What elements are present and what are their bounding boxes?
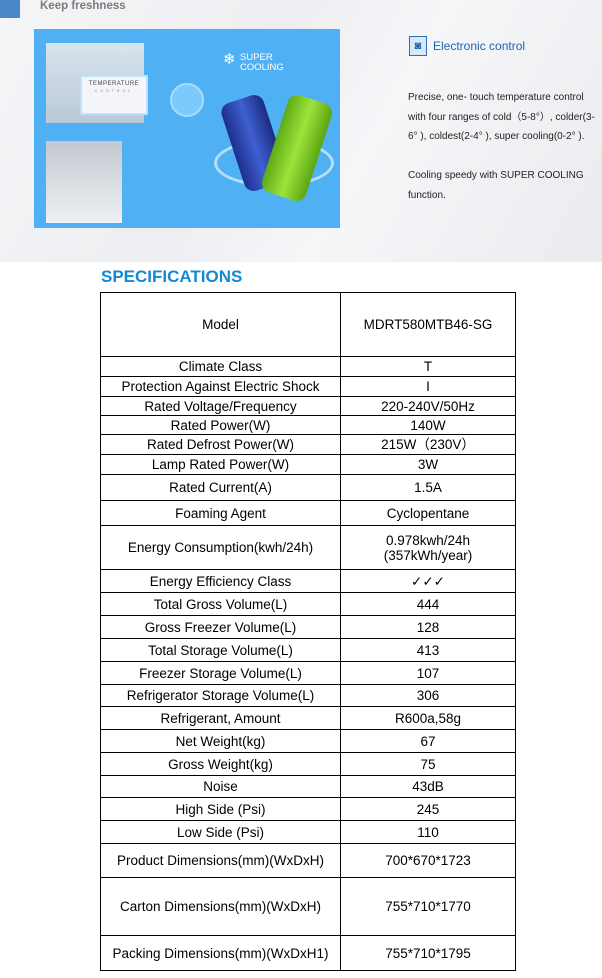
- spec-label: Total Gross Volume(L): [100, 592, 341, 616]
- table-row: High Side (Psi) 245: [100, 797, 516, 821]
- spec-value: 755*710*1770: [340, 877, 516, 936]
- description-paragraph: Cooling speedy with SUPER COOLING functi…: [408, 170, 584, 201]
- spec-value: Cyclopentane: [340, 500, 516, 526]
- badge-line: SUPER: [240, 52, 273, 63]
- spec-value: 3W: [340, 454, 516, 475]
- fridge-door-image: [46, 141, 122, 223]
- spec-label: Rated Defrost Power(W): [100, 434, 341, 455]
- spec-value: 1.5A: [340, 474, 516, 501]
- spec-label: Carton Dimensions(mm)(WxDxH): [100, 877, 341, 936]
- table-row: Refrigerant, Amount R600a,58g: [100, 706, 516, 730]
- table-row: Total Gross Volume(L) 444: [100, 592, 516, 616]
- spec-value: R600a,58g: [340, 706, 516, 730]
- section-marker: [0, 0, 20, 18]
- section-title: Keep freshness: [40, 0, 126, 12]
- table-row: Refrigerator Storage Volume(L) 306: [100, 684, 516, 707]
- description-paragraph: Precise, one- touch temperature control …: [408, 92, 595, 142]
- spec-value: 43dB: [340, 775, 516, 798]
- spec-label: Packing Dimensions(mm)(WxDxH1): [100, 935, 341, 971]
- spec-value: ✓✓✓: [340, 569, 516, 593]
- spec-value: 755*710*1795: [340, 935, 516, 971]
- panel-subtitle: CONTROL: [94, 89, 134, 93]
- table-row: Energy Efficiency Class ✓✓✓: [100, 569, 516, 593]
- spec-value: T: [340, 356, 516, 377]
- spec-value: 215W（230V）: [340, 434, 516, 455]
- spec-value: 107: [340, 661, 516, 685]
- feature-heading: ◙ Electronic control: [409, 36, 525, 56]
- spec-label: Climate Class: [100, 356, 341, 377]
- spec-label: Gross Freezer Volume(L): [100, 615, 341, 639]
- spec-label: Model: [100, 292, 341, 357]
- spec-label: Energy Consumption(kwh/24h): [100, 525, 341, 570]
- spec-value: 700*670*1723: [340, 843, 516, 878]
- table-row: Gross Weight(kg) 75: [100, 752, 516, 776]
- table-row: Foaming Agent Cyclopentane: [100, 500, 516, 526]
- spec-value: 220-240V/50Hz: [340, 396, 516, 416]
- temperature-panel: TEMPERATURE CONTROL: [80, 75, 148, 115]
- table-row: Total Storage Volume(L) 413: [100, 638, 516, 662]
- spec-label: Rated Voltage/Frequency: [100, 396, 341, 416]
- spec-value: 0.978kwh/24h (357kWh/year): [340, 525, 516, 570]
- spec-value: 140W: [340, 415, 516, 435]
- table-row: Freezer Storage Volume(L) 107: [100, 661, 516, 685]
- specifications-title: SPECIFICATIONS: [101, 267, 243, 286]
- table-row: Lamp Rated Power(W) 3W: [100, 454, 516, 475]
- spec-value: 306: [340, 684, 516, 707]
- table-row: Product Dimensions(mm)(WxDxH) 700*670*172…: [100, 843, 516, 878]
- spec-label: Noise: [100, 775, 341, 798]
- feature-description: Precise, one- touch temperature control …: [408, 88, 602, 205]
- table-row: Low Side (Psi) 110: [100, 820, 516, 844]
- spec-label: Lamp Rated Power(W): [100, 454, 341, 475]
- spec-value: 128: [340, 615, 516, 639]
- spec-value: 67: [340, 729, 516, 753]
- table-row: Protection Against Electric Shock I: [100, 376, 516, 397]
- badge-line: COOLING: [240, 62, 284, 73]
- spec-label: Refrigerator Storage Volume(L): [100, 684, 341, 707]
- spec-label: Rated Power(W): [100, 415, 341, 435]
- panel-title: TEMPERATURE: [88, 81, 140, 87]
- table-row: Rated Defrost Power(W) 215W（230V）: [100, 434, 516, 455]
- spec-label: Product Dimensions(mm)(WxDxH): [100, 843, 341, 878]
- super-cooling-badge: ❄ SUPER COOLING: [223, 52, 284, 73]
- spec-value: 444: [340, 592, 516, 616]
- table-row: Rated Voltage/Frequency 220-240V/50Hz: [100, 396, 516, 416]
- table-row: Energy Consumption(kwh/24h) 0.978kwh/24h …: [100, 525, 516, 570]
- table-row: Net Weight(kg) 67: [100, 729, 516, 753]
- product-image: TEMPERATURE CONTROL ❄ SUPER COOLING: [34, 29, 340, 228]
- table-row: Noise 43dB: [100, 775, 516, 798]
- table-row: Packing Dimensions(mm)(WxDxH1) 755*710*17…: [100, 935, 516, 971]
- spec-value: 413: [340, 638, 516, 662]
- spec-label: Rated Current(A): [100, 474, 341, 501]
- feature-banner: Keep freshness TEMPERATURE CONTROL ❄ SUPER…: [0, 0, 602, 262]
- table-row: Carton Dimensions(mm)(WxDxH) 755*710*1770: [100, 877, 516, 936]
- spec-label: Freezer Storage Volume(L): [100, 661, 341, 685]
- spec-value: 75: [340, 752, 516, 776]
- spec-value: 245: [340, 797, 516, 821]
- table-row: Model MDRT580MTB46-SG: [100, 292, 516, 357]
- spec-label: Total Storage Volume(L): [100, 638, 341, 662]
- table-row: Rated Current(A) 1.5A: [100, 474, 516, 501]
- spec-label: Net Weight(kg): [100, 729, 341, 753]
- spec-value: 110: [340, 820, 516, 844]
- table-row: Climate Class T: [100, 356, 516, 377]
- spec-label: Protection Against Electric Shock: [100, 376, 341, 397]
- spec-value: I: [340, 376, 516, 397]
- spec-label: Energy Efficiency Class: [100, 569, 341, 593]
- feature-title: Electronic control: [433, 39, 526, 53]
- spec-label: Low Side (Psi): [100, 820, 341, 844]
- electronic-control-icon: ◙: [409, 36, 427, 56]
- table-row: Rated Power(W) 140W: [100, 415, 516, 435]
- spec-value: MDRT580MTB46-SG: [340, 292, 516, 357]
- spec-label: Gross Weight(kg): [100, 752, 341, 776]
- spec-label: High Side (Psi): [100, 797, 341, 821]
- super-cooling-button-image: [170, 83, 204, 117]
- specifications-table: Model MDRT580MTB46-SG Climate Class T Protec…: [100, 292, 516, 971]
- snowflake-icon: ❄: [223, 51, 236, 68]
- spec-label: Refrigerant, Amount: [100, 706, 341, 730]
- spec-label: Foaming Agent: [100, 500, 341, 526]
- table-row: Gross Freezer Volume(L) 128: [100, 615, 516, 639]
